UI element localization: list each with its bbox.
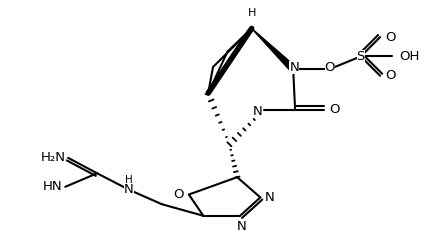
Text: N: N (289, 61, 299, 74)
Polygon shape (252, 28, 296, 72)
Text: O: O (329, 103, 339, 116)
Text: H: H (125, 175, 133, 185)
Text: O: O (385, 69, 395, 82)
Text: S: S (357, 50, 365, 63)
Text: H: H (247, 8, 256, 18)
Text: O: O (173, 188, 184, 201)
Text: HN: HN (43, 180, 62, 193)
Text: N: N (237, 220, 247, 233)
Text: N: N (265, 191, 275, 204)
Text: N: N (124, 183, 134, 196)
Text: OH: OH (399, 50, 420, 63)
Text: O: O (324, 61, 335, 74)
Text: H₂N: H₂N (40, 151, 65, 164)
Text: N: N (253, 105, 262, 118)
Text: O: O (385, 31, 395, 44)
